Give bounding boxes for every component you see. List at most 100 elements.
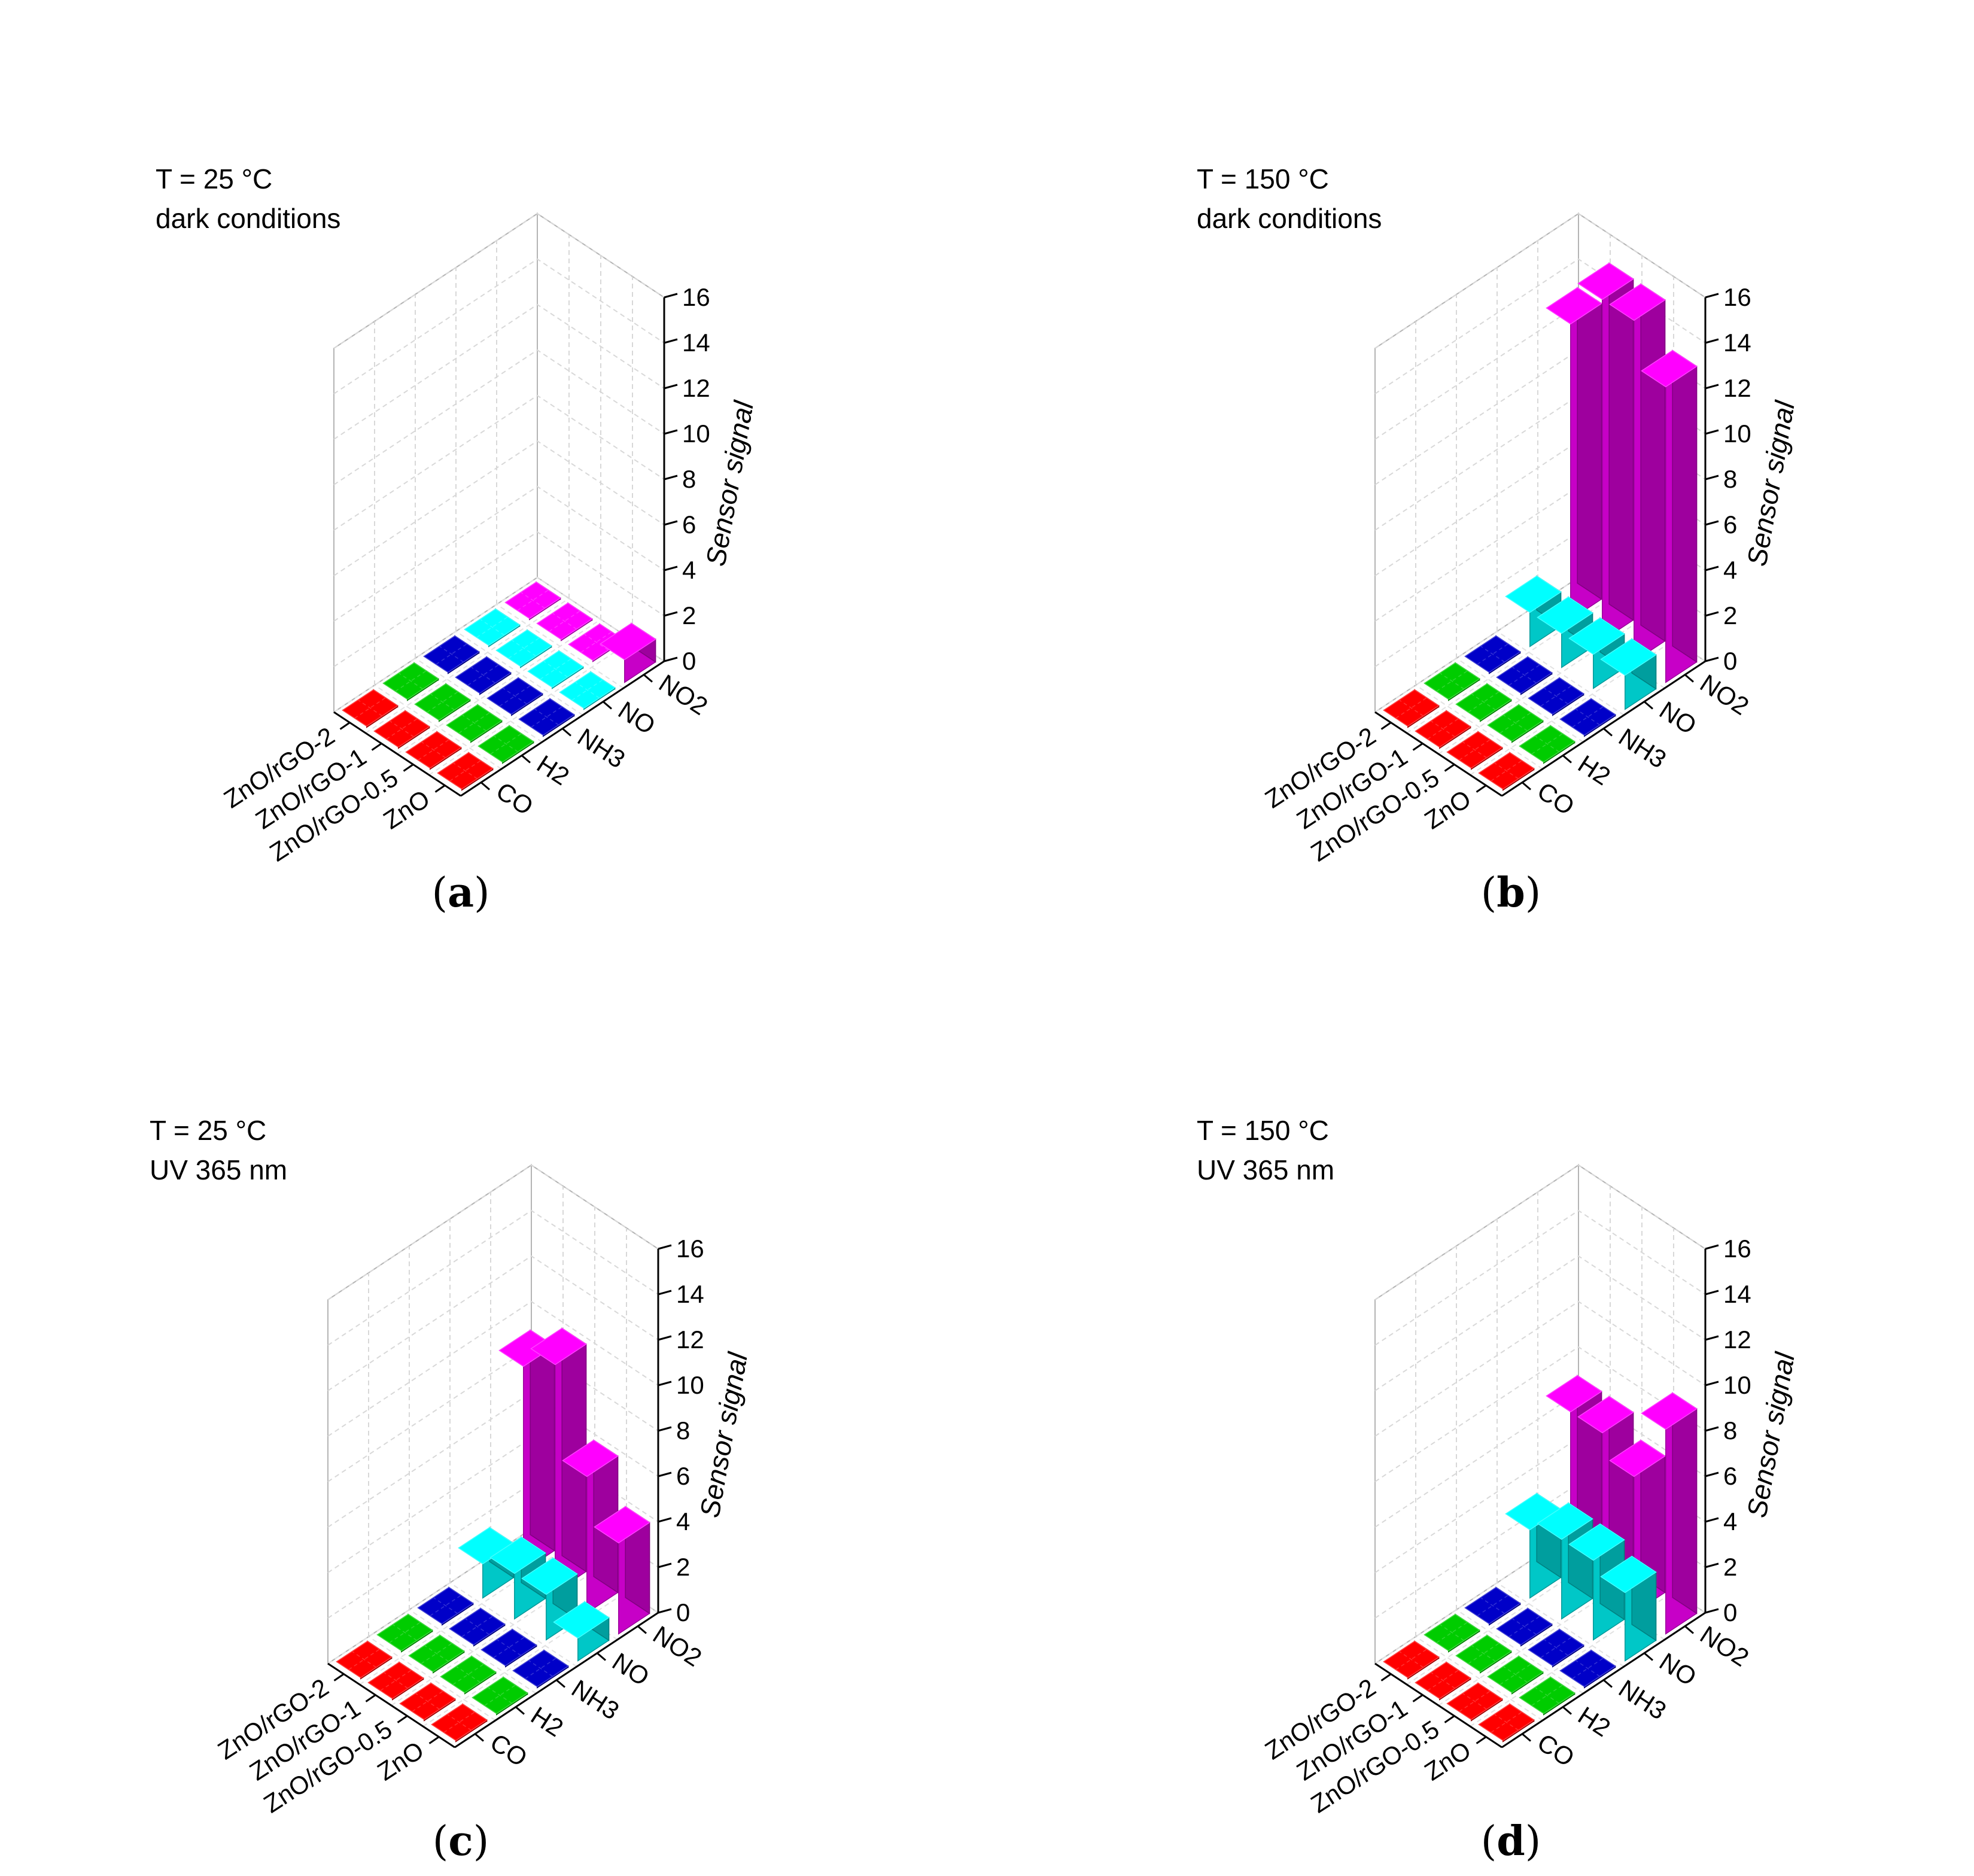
z-tick-label: 16 <box>1723 283 1751 311</box>
bar-zno-rgo-1-nh3 <box>1496 1607 1553 1647</box>
z-tick-label: 12 <box>1723 1325 1751 1354</box>
gas-tick <box>1684 674 1694 683</box>
tile-line <box>528 1660 553 1677</box>
z-tick <box>1705 475 1719 481</box>
tile-line <box>1534 735 1560 753</box>
z-gridline <box>1374 212 1706 349</box>
z-tick <box>664 338 678 344</box>
bar-face-top <box>1600 1555 1657 1594</box>
annotation-line: T = 25 °C <box>156 163 272 194</box>
z-gridline <box>1374 1300 1706 1437</box>
bar-face-top <box>1546 287 1602 325</box>
tile-line <box>1575 1660 1601 1677</box>
bar-zno-rgo-2-co <box>336 1640 393 1680</box>
z-tick-label: 4 <box>682 556 696 584</box>
gas-tick-label: CO <box>1532 777 1579 821</box>
tile-line <box>1439 673 1465 690</box>
tile-line <box>424 1645 449 1662</box>
tile-line <box>439 646 464 663</box>
gas-tick-label: NO <box>1654 696 1701 740</box>
gas-tick-label: CO <box>485 1728 532 1772</box>
annotation-line: UV 365 nm <box>150 1154 287 1185</box>
z-gridline <box>1374 1255 1706 1391</box>
material-tick <box>1476 1736 1487 1744</box>
grid-walls <box>333 212 665 796</box>
bar-zno-no2 <box>600 622 656 683</box>
panel-caption: (a) <box>431 869 489 917</box>
annotation-line: dark conditions <box>1197 203 1382 234</box>
bar-zno-rgo-2-nh3 <box>1464 635 1521 674</box>
gas-tick <box>1562 755 1572 764</box>
z-tick <box>658 1381 672 1387</box>
bar-zno-h2 <box>1519 725 1575 764</box>
z-gridline <box>333 440 665 576</box>
bar-zno-rgo-0-5-no2 <box>1609 283 1666 662</box>
bar-zno-nh3 <box>512 1649 569 1689</box>
z-tick-label: 2 <box>1723 1553 1737 1581</box>
z-tick-label: 14 <box>676 1280 704 1308</box>
floor-gridline <box>409 1609 537 1694</box>
tile-line <box>461 714 487 732</box>
z-tick <box>658 1426 672 1432</box>
material-tick <box>1412 743 1424 751</box>
z-gridline <box>327 1164 659 1300</box>
bar-zno-rgo-2-nh3 <box>423 635 480 674</box>
z-tick-label: 10 <box>682 419 710 448</box>
z-tick-label: 6 <box>1723 1462 1737 1490</box>
condition-annotation: T = 150 °C dark conditions <box>1197 163 1382 234</box>
bar-face-side <box>1577 287 1602 600</box>
bar-face-top <box>1609 283 1666 321</box>
z-gridline <box>333 212 665 349</box>
material-tick <box>1444 1715 1455 1723</box>
gas-tick-label: NO2 <box>648 1620 707 1672</box>
z-tick-label: 8 <box>1723 1416 1737 1445</box>
gas-tick <box>556 1679 565 1688</box>
floor-gridline <box>428 640 633 776</box>
material-tick <box>365 1694 376 1702</box>
material-tick <box>333 1673 345 1682</box>
z-tick <box>664 429 678 435</box>
panel-label: c <box>448 1817 473 1865</box>
bar-zno-no <box>559 671 616 710</box>
gas-tick <box>603 701 612 710</box>
gas-tick-label: H2 <box>1573 750 1616 791</box>
z-gridline <box>333 394 665 531</box>
bar-face-top <box>530 1327 587 1366</box>
z-gridline <box>1374 1164 1706 1300</box>
z-tick-label: 4 <box>1723 556 1737 584</box>
bar-zno-nh3 <box>1559 1649 1616 1689</box>
gas-tick-label: NO2 <box>654 669 713 720</box>
bar-zno-rgo-2-no2 <box>1546 287 1602 621</box>
tile-line <box>1480 1597 1505 1614</box>
material-tick <box>403 764 414 772</box>
tile-line <box>502 688 528 705</box>
bar-zno-rgo-1-nh3 <box>1496 656 1553 695</box>
condition-annotation: T = 25 °C UV 365 nm <box>150 1115 287 1185</box>
tile-line <box>1398 700 1424 717</box>
tile-line <box>1462 1693 1488 1710</box>
gas-tick-label: NH3 <box>1614 723 1671 774</box>
z-tick-label: 10 <box>1723 419 1751 448</box>
bar-face-side <box>530 1329 555 1552</box>
material-axis <box>1374 711 1502 797</box>
bar-zno-rgo-1-h2 <box>1455 683 1512 722</box>
z-tick <box>1705 1426 1719 1432</box>
bar-zno-co <box>1478 1703 1535 1743</box>
material-axis <box>333 711 461 797</box>
bar-zno-rgo-1-co <box>367 1661 424 1701</box>
gas-tick <box>643 674 653 683</box>
z-tick <box>664 611 678 617</box>
bar-face-top <box>1568 1523 1625 1561</box>
z-tick <box>1705 1517 1719 1523</box>
material-axis <box>1374 1662 1502 1749</box>
bar-zno-rgo-1-no <box>495 629 552 668</box>
floor-gridline <box>1456 1609 1584 1694</box>
z-tick-label: 6 <box>682 510 696 539</box>
bar-face-top <box>489 1536 546 1574</box>
tile-line <box>1511 667 1537 684</box>
z-tick <box>1705 429 1719 435</box>
bars <box>342 581 656 791</box>
